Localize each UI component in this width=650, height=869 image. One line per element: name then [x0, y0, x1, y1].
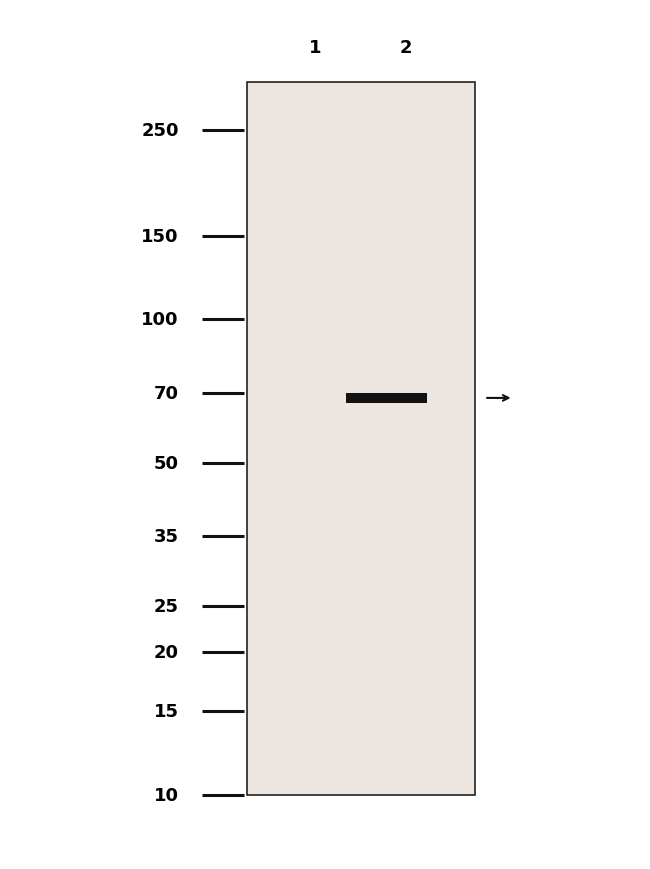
Text: 35: 35 [154, 527, 179, 546]
Text: 25: 25 [154, 597, 179, 615]
Text: 100: 100 [141, 311, 179, 329]
Bar [247, 83, 474, 795]
Text: 10: 10 [154, 786, 179, 804]
Text: 250: 250 [141, 122, 179, 140]
Bar [346, 394, 427, 404]
Text: 70: 70 [154, 385, 179, 402]
Text: 50: 50 [154, 454, 179, 472]
Text: 150: 150 [141, 228, 179, 245]
Text: 15: 15 [154, 702, 179, 720]
Text: 20: 20 [154, 643, 179, 661]
Text: 1: 1 [309, 39, 322, 56]
Text: 2: 2 [400, 39, 413, 56]
